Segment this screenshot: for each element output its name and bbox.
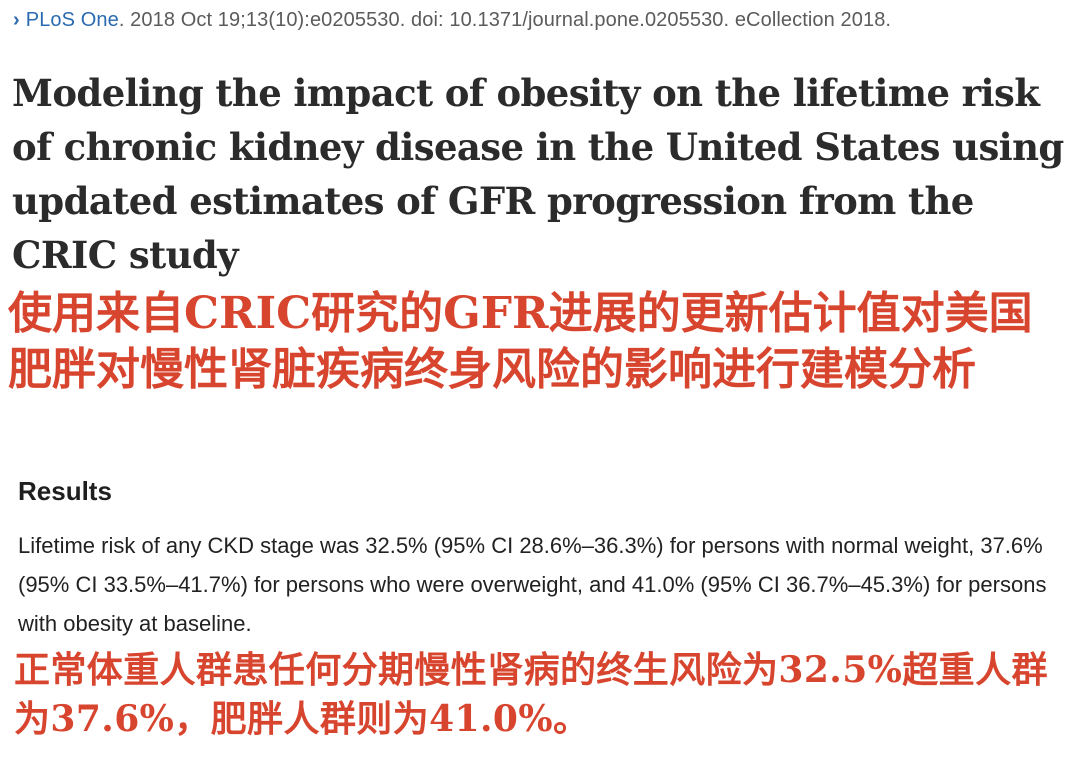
journal-link[interactable]: PLoS One (25, 9, 119, 31)
results-translation: 正常体重人群患任何分期慢性肾病的终生风险为32.5%超重人群为37.6%，肥胖人… (14, 649, 1048, 740)
chevron-right-icon[interactable]: › (13, 9, 20, 31)
article-title: Modeling the impact of obesity on the li… (12, 71, 1064, 277)
article-title-translation: 使用来自CRIC研究的GFR进展的更新估计值对美国肥胖对慢性肾脏疾病终身风险的影… (8, 288, 1033, 395)
citation-details: . 2018 Oct 19;13(10):e0205530. doi: 10.1… (118, 9, 892, 31)
citation-line: › PLoS One. 2018 Oct 19;13(10):e0205530. … (13, 9, 891, 32)
results-text: Lifetime risk of any CKD stage was 32.5%… (18, 533, 1047, 636)
results-heading: Results (18, 476, 112, 506)
